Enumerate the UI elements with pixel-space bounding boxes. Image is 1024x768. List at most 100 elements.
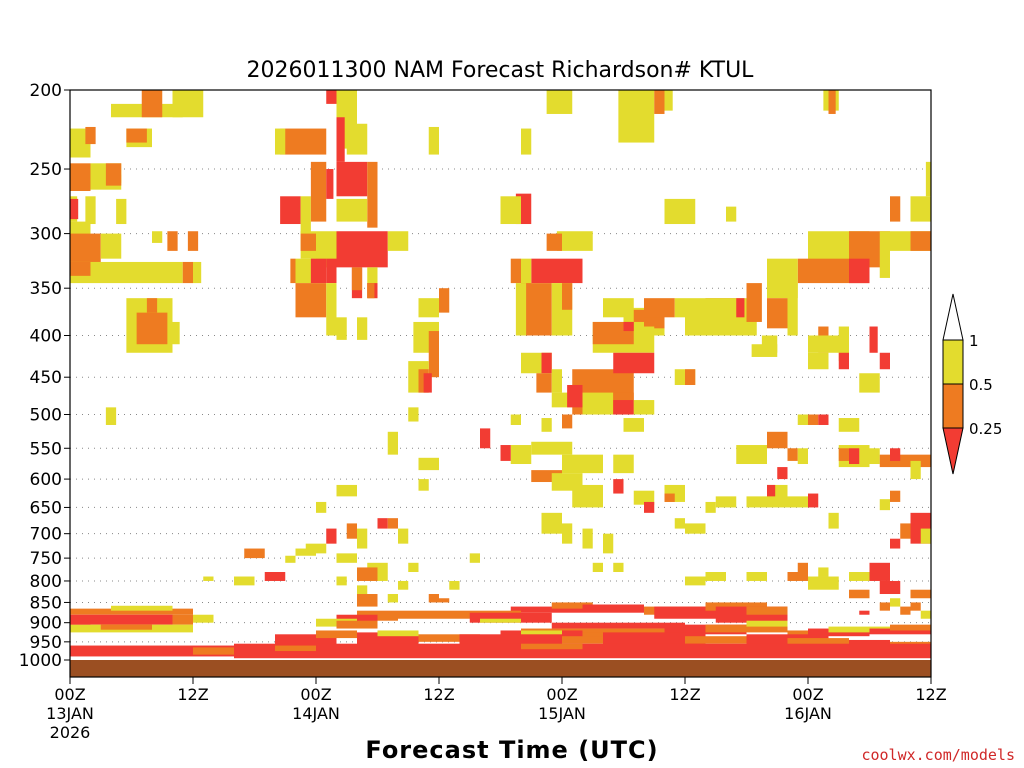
ri-cell xyxy=(890,598,901,607)
ri-cell xyxy=(449,580,460,590)
x-tick-label: 13JAN xyxy=(46,704,94,723)
ri-cell xyxy=(244,548,265,559)
ri-cell xyxy=(664,493,675,502)
ri-cell xyxy=(459,634,562,646)
ri-cell xyxy=(398,610,460,619)
ri-cell xyxy=(849,639,890,646)
x-tick-label: 00Z xyxy=(792,685,823,704)
ri-cell xyxy=(797,414,808,425)
ri-cell xyxy=(582,604,644,613)
ri-cell xyxy=(551,369,562,393)
y-tick-label: 1000 xyxy=(19,651,62,671)
ri-cell xyxy=(746,606,788,615)
ri-cell xyxy=(346,123,368,155)
ri-cell xyxy=(275,645,316,652)
ri-cell xyxy=(285,555,296,563)
ri-cell xyxy=(264,572,286,581)
ri-cell xyxy=(890,641,931,646)
ri-cell xyxy=(664,90,673,111)
y-tick-label: 350 xyxy=(30,279,62,299)
ri-cell xyxy=(418,457,439,471)
ri-cell xyxy=(613,562,624,573)
ri-cell xyxy=(70,261,91,276)
ri-cell xyxy=(316,501,327,513)
watermark: coolwx.com/models xyxy=(861,746,1015,764)
legend-arrow-bottom xyxy=(942,427,964,475)
ri-cell xyxy=(70,645,234,657)
ri-cell xyxy=(562,523,573,544)
ri-cell xyxy=(685,576,706,586)
ri-cell xyxy=(746,496,808,508)
ri-cell xyxy=(300,233,316,251)
ri-cell xyxy=(879,231,890,278)
ri-cell xyxy=(623,418,644,432)
ri-cell xyxy=(105,163,122,186)
ri-cell xyxy=(290,258,296,284)
ri-cell xyxy=(336,620,378,629)
ri-cell xyxy=(70,261,183,284)
ri-cell xyxy=(551,602,593,609)
ri-cell xyxy=(838,326,849,362)
legend-swatch-yellow xyxy=(942,339,964,385)
ri-cell xyxy=(234,576,255,586)
ri-cell xyxy=(664,198,696,225)
ri-cell xyxy=(808,576,839,590)
ri-cell xyxy=(316,630,357,639)
ri-cell xyxy=(633,490,655,505)
ri-cell xyxy=(592,562,603,573)
ri-cell xyxy=(746,572,767,581)
ri-cell xyxy=(890,624,931,631)
ri-cell xyxy=(797,562,808,573)
ri-cell xyxy=(295,548,316,556)
ri-cell xyxy=(326,528,337,544)
ri-cell xyxy=(418,479,429,491)
ri-cell xyxy=(510,258,521,284)
y-tick-label: 850 xyxy=(30,593,62,613)
ri-cell xyxy=(336,198,368,222)
ri-cell xyxy=(310,161,327,222)
ri-cell xyxy=(469,612,552,623)
ri-cell xyxy=(146,298,158,313)
x-tick-label: 00Z xyxy=(546,685,577,704)
y-tick-label: 550 xyxy=(30,439,62,459)
ri-cell xyxy=(613,400,634,415)
ri-cell xyxy=(562,414,573,429)
ri-cell xyxy=(367,161,378,228)
ri-cell xyxy=(100,233,122,259)
ri-cell xyxy=(869,326,878,353)
ri-cell xyxy=(367,267,378,299)
ri-cell xyxy=(70,618,91,625)
ri-cell xyxy=(849,448,860,465)
legend-label: 0.5 xyxy=(969,376,993,394)
x-tick-label: 00Z xyxy=(300,685,331,704)
ri-cell xyxy=(377,630,419,637)
chart-title: 2026011300 NAM Forecast Richardson# KTUL xyxy=(247,58,755,83)
ri-cell xyxy=(187,231,199,251)
ri-cell xyxy=(408,407,419,422)
ri-cell xyxy=(515,283,527,336)
ri-cell xyxy=(439,288,450,313)
ri-cell xyxy=(613,479,624,494)
ri-cell xyxy=(111,605,173,611)
ri-cell xyxy=(859,373,880,393)
x-tick-label: 12Z xyxy=(423,685,454,704)
ri-cell xyxy=(280,196,301,225)
y-tick-label: 700 xyxy=(30,525,62,545)
ri-cell xyxy=(428,331,439,378)
ri-cell xyxy=(70,608,193,615)
ri-cell xyxy=(521,643,583,650)
ri-cell xyxy=(418,643,931,659)
ri-cell xyxy=(879,580,901,595)
ri-cell xyxy=(751,344,778,357)
ri-cell xyxy=(295,283,327,318)
x-tick-label: 00Z xyxy=(54,685,85,704)
ri-cell xyxy=(674,298,685,318)
ri-cell xyxy=(316,231,337,268)
ri-cell xyxy=(193,614,214,623)
ri-cell xyxy=(546,90,573,114)
ri-cell xyxy=(85,196,96,225)
ri-cell xyxy=(705,624,788,633)
x-tick-label: 12Z xyxy=(177,685,208,704)
ri-cell xyxy=(326,258,337,284)
ri-cell xyxy=(152,231,163,243)
